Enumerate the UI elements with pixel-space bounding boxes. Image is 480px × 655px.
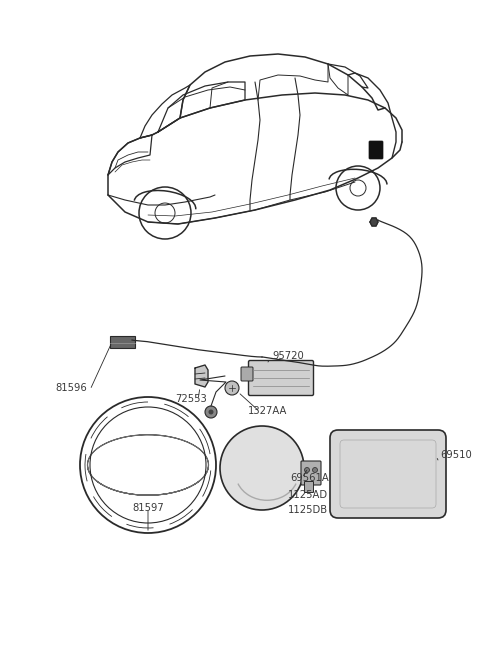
Circle shape: [208, 409, 214, 415]
Circle shape: [220, 426, 304, 510]
Polygon shape: [370, 218, 378, 226]
Text: 1327AA: 1327AA: [248, 406, 288, 416]
FancyBboxPatch shape: [330, 430, 446, 518]
Circle shape: [304, 468, 310, 472]
Text: 1125DB: 1125DB: [288, 505, 328, 515]
FancyBboxPatch shape: [301, 461, 321, 485]
Text: 69561A: 69561A: [290, 473, 329, 483]
Text: 1125AD: 1125AD: [288, 490, 328, 500]
Text: 95720: 95720: [272, 351, 304, 361]
Circle shape: [225, 381, 239, 395]
FancyBboxPatch shape: [110, 336, 135, 348]
Text: 81596: 81596: [55, 383, 87, 393]
Text: 81597: 81597: [132, 503, 164, 513]
Circle shape: [312, 468, 317, 472]
FancyBboxPatch shape: [369, 141, 383, 159]
FancyBboxPatch shape: [241, 367, 253, 381]
Text: 72553: 72553: [175, 394, 207, 404]
FancyBboxPatch shape: [304, 481, 313, 493]
FancyBboxPatch shape: [249, 360, 313, 396]
Polygon shape: [195, 365, 208, 387]
Circle shape: [205, 406, 217, 418]
Text: 69510: 69510: [440, 450, 472, 460]
